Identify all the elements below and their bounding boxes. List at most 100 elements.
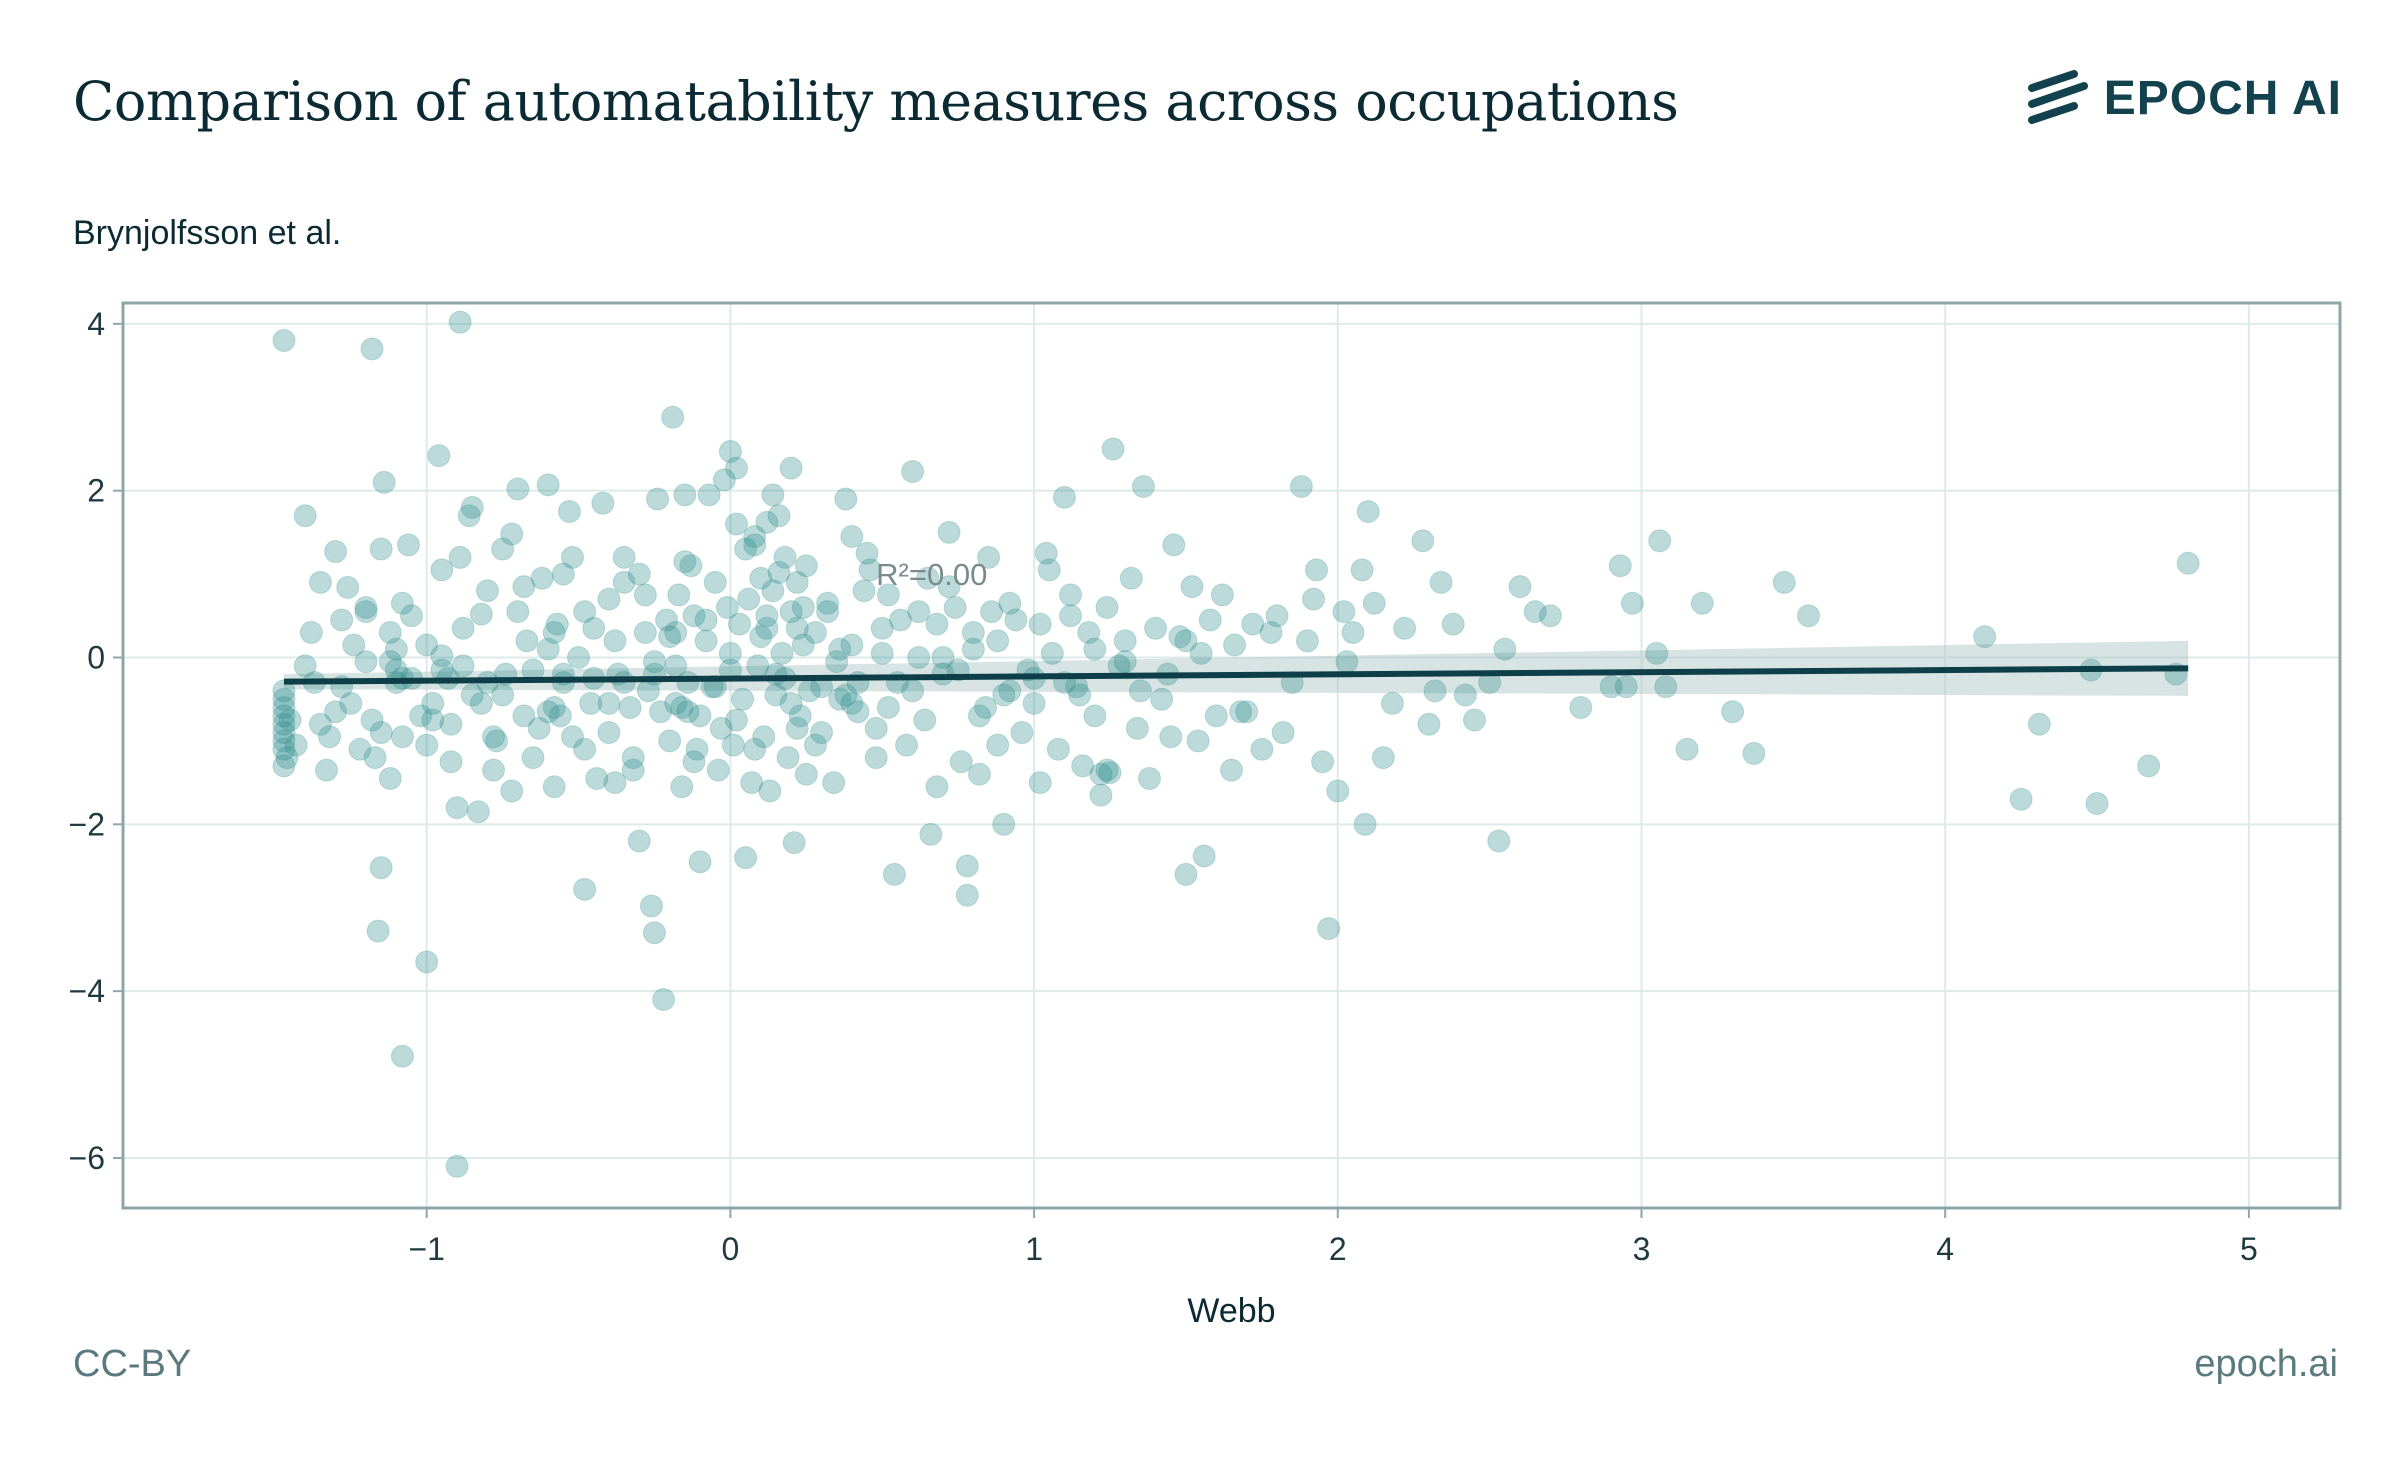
data-point xyxy=(761,579,785,603)
data-point xyxy=(925,775,949,799)
data-point xyxy=(272,754,296,778)
data-point xyxy=(396,533,420,557)
x-tick-label: 0 xyxy=(721,1231,739,1267)
data-point xyxy=(1040,641,1064,665)
data-point xyxy=(1690,591,1714,615)
data-point xyxy=(688,704,712,728)
data-point xyxy=(573,737,597,761)
data-point xyxy=(621,746,645,770)
data-point xyxy=(852,579,876,603)
data-point xyxy=(955,854,979,878)
data-point xyxy=(1004,608,1028,632)
epoch-logo[interactable]: EPOCH AI xyxy=(2027,70,2342,126)
data-point xyxy=(585,766,609,790)
data-point xyxy=(709,716,733,740)
data-point xyxy=(992,812,1016,836)
site-link[interactable]: epoch.ai xyxy=(2194,1343,2338,1385)
x-tick-label: 1 xyxy=(1025,1231,1043,1267)
data-point xyxy=(445,1154,469,1178)
data-point xyxy=(439,712,463,736)
x-axis-title: Webb xyxy=(1187,1292,1275,1330)
data-point xyxy=(724,456,748,480)
data-point xyxy=(870,641,894,665)
data-point xyxy=(679,554,703,578)
data-point xyxy=(314,758,338,782)
data-point xyxy=(1508,575,1532,599)
data-point xyxy=(913,708,937,732)
data-point xyxy=(743,525,767,549)
data-point xyxy=(1071,754,1095,778)
data-point xyxy=(308,712,332,736)
data-point xyxy=(1180,575,1204,599)
data-point xyxy=(1168,625,1192,649)
y-tick-label: −6 xyxy=(69,1140,105,1176)
data-point xyxy=(734,846,758,870)
data-point xyxy=(1648,529,1672,553)
data-point xyxy=(1429,570,1453,594)
data-point xyxy=(688,850,712,874)
data-point xyxy=(855,541,879,565)
data-point xyxy=(1022,691,1046,715)
data-point xyxy=(2085,791,2109,815)
data-point xyxy=(1675,737,1699,761)
data-point xyxy=(621,758,645,782)
data-point xyxy=(828,637,852,661)
data-point xyxy=(278,708,302,732)
data-point xyxy=(961,637,985,661)
data-point xyxy=(612,570,636,594)
data-point xyxy=(545,612,569,636)
data-point xyxy=(1131,475,1155,499)
data-point xyxy=(1289,475,1313,499)
data-point xyxy=(1192,844,1216,868)
data-point xyxy=(864,716,888,740)
data-point xyxy=(445,796,469,820)
data-point xyxy=(557,500,581,524)
data-point xyxy=(1034,541,1058,565)
data-point xyxy=(895,733,919,757)
data-point xyxy=(901,459,925,483)
data-point xyxy=(469,602,493,626)
data-point xyxy=(1393,616,1417,640)
data-point xyxy=(676,671,700,695)
data-point xyxy=(834,487,858,511)
data-point xyxy=(460,495,484,519)
data-point xyxy=(512,704,536,728)
data-point xyxy=(430,558,454,582)
data-point xyxy=(1068,683,1092,707)
data-point xyxy=(1742,741,1766,765)
data-point xyxy=(567,645,591,669)
chart-title: Comparison of automatability measures ac… xyxy=(73,70,1679,133)
data-point xyxy=(378,766,402,790)
data-point xyxy=(724,708,748,732)
data-point xyxy=(803,620,827,644)
data-point xyxy=(366,919,390,943)
data-point xyxy=(1119,566,1143,590)
data-point xyxy=(506,477,530,501)
data-point xyxy=(272,737,296,761)
data-point xyxy=(1311,750,1335,774)
data-point xyxy=(272,704,296,728)
data-point xyxy=(390,725,414,749)
data-point xyxy=(1614,675,1638,699)
data-point xyxy=(967,762,991,786)
data-point xyxy=(460,683,484,707)
x-tick-label: 3 xyxy=(1633,1231,1651,1267)
data-point xyxy=(1523,600,1547,624)
data-point xyxy=(1423,679,1447,703)
data-point xyxy=(919,822,943,846)
data-point xyxy=(339,691,363,715)
data-point xyxy=(664,620,688,644)
data-point xyxy=(825,650,849,674)
data-point xyxy=(794,554,818,578)
data-point xyxy=(378,620,402,644)
data-point xyxy=(785,616,809,640)
data-point xyxy=(2176,551,2200,575)
data-point xyxy=(1350,558,1374,582)
data-point xyxy=(791,595,815,619)
data-point xyxy=(639,894,663,918)
plot-frame xyxy=(121,301,2342,1210)
data-point xyxy=(743,737,767,761)
data-point xyxy=(916,566,940,590)
data-point xyxy=(846,700,870,724)
data-point xyxy=(749,566,773,590)
